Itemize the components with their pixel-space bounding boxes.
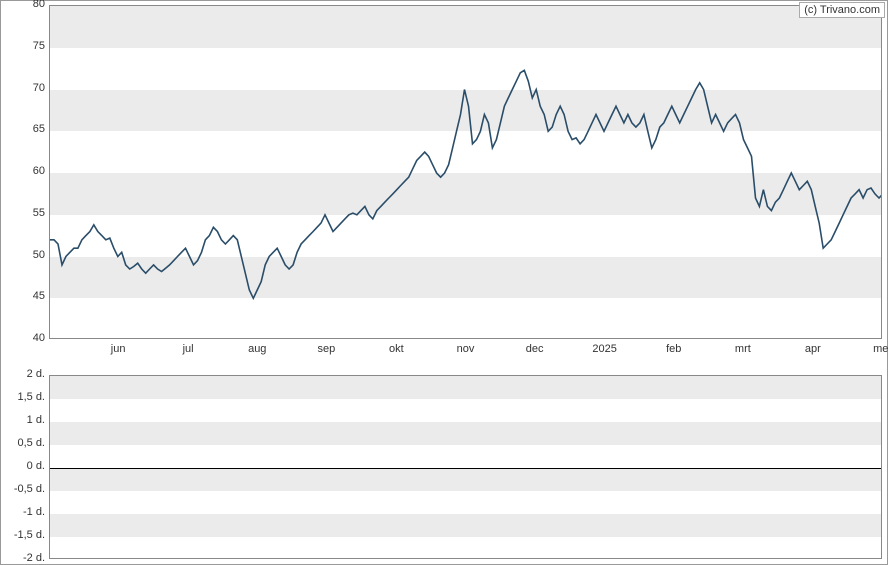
x-tick-label: okt	[389, 343, 404, 355]
y-tick-label: 55	[1, 207, 45, 219]
x-tick-label: jul	[183, 343, 194, 355]
x-tick-label: mrt	[735, 343, 751, 355]
y-tick-label: 40	[1, 332, 45, 344]
grid-band	[50, 376, 881, 399]
y-tick-label: 50	[1, 249, 45, 261]
main-price-chart	[49, 5, 882, 339]
x-tick-label: apr	[805, 343, 821, 355]
y-tick-label: 60	[1, 165, 45, 177]
y-tick-label: 70	[1, 82, 45, 94]
y-tick-label: -1 d.	[1, 506, 45, 518]
chart-container: (c) Trivano.com 40 45 50 55 60 65 70 75 80 jun ju…	[0, 0, 888, 565]
y-tick-label: 0 d.	[1, 460, 45, 472]
x-tick-label: mei	[873, 343, 888, 355]
y-tick-label: 75	[1, 40, 45, 52]
sub-indicator-chart	[49, 375, 882, 559]
copyright-label: (c) Trivano.com	[799, 2, 885, 18]
y-tick-label: 1,5 d.	[1, 391, 45, 403]
y-tick-label: 2 d.	[1, 368, 45, 380]
grid-band	[50, 514, 881, 537]
y-tick-label: 45	[1, 290, 45, 302]
y-tick-label: 80	[1, 0, 45, 10]
price-line	[50, 6, 882, 339]
y-tick-label: -2 d.	[1, 552, 45, 564]
x-tick-label: dec	[526, 343, 544, 355]
y-tick-label: -1,5 d.	[1, 529, 45, 541]
y-tick-label: 65	[1, 123, 45, 135]
zero-line	[50, 468, 881, 469]
x-tick-label: feb	[666, 343, 681, 355]
y-tick-label: 1 d.	[1, 414, 45, 426]
grid-band	[50, 422, 881, 445]
grid-band	[50, 468, 881, 491]
y-tick-label: 0,5 d.	[1, 437, 45, 449]
y-tick-label: -0,5 d.	[1, 483, 45, 495]
x-tick-label: nov	[457, 343, 475, 355]
x-tick-label: sep	[318, 343, 336, 355]
x-tick-label: jun	[111, 343, 126, 355]
x-tick-label: 2025	[592, 343, 616, 355]
x-tick-label: aug	[248, 343, 266, 355]
